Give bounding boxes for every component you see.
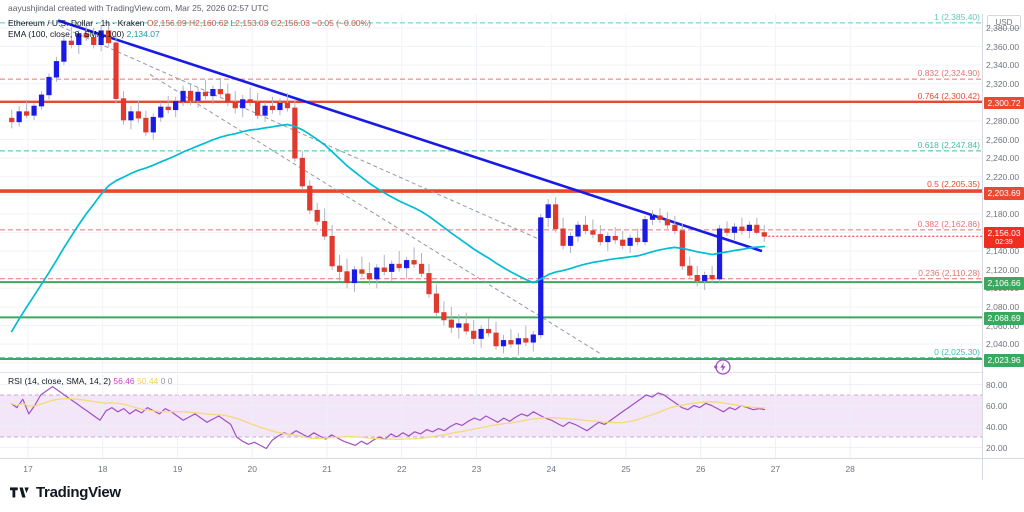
scale-corner (982, 458, 1024, 480)
price-tick-label: 2,040.00 (986, 339, 1020, 350)
time-tick-label: 28 (845, 464, 855, 474)
time-tick-label: 20 (247, 464, 257, 474)
resistance-price-badge: 2,203.69 (984, 186, 1024, 200)
badge-price: 2,156.03 (987, 228, 1021, 239)
rsi-tick-label: 20.00 (986, 442, 1008, 453)
pane-divider (0, 372, 982, 373)
rsi-tick-label: 60.00 (986, 400, 1008, 411)
price-pane[interactable]: Ethereum / U.S. Dollar · 1h · Kraken O2,… (0, 14, 982, 372)
time-tick-label: 18 (98, 464, 108, 474)
price-tick-label: 2,080.00 (986, 301, 1020, 312)
time-tick-label: 22 (396, 464, 407, 474)
currency-chip: USD (987, 15, 1021, 29)
badge-price: 2,068.69 (987, 313, 1021, 324)
time-scale[interactable]: 17 18 19 20 21 22 23 24 25 26 27 28 (0, 458, 982, 480)
time-tick-label: 23 (471, 464, 482, 474)
price-tick-label: 2,180.00 (986, 208, 1020, 219)
tradingview-logo-icon (10, 486, 29, 497)
badge-price: 2,106.66 (987, 278, 1021, 289)
time-tick-label: 27 (770, 464, 781, 474)
resistance-price-badge: 2,300.72 (984, 96, 1024, 110)
badge-price: 2,300.72 (987, 97, 1021, 108)
time-tick-label: 24 (546, 464, 556, 474)
support-price-badge: 2,068.69 (984, 312, 1024, 326)
rsi-tick-label: 40.00 (986, 421, 1008, 432)
price-tick-label: 2,060.00 (986, 320, 1020, 331)
price-tick-label: 2,220.00 (986, 171, 1020, 182)
time-tick-label: 19 (172, 464, 183, 474)
price-tick-label: 2,340.00 (986, 60, 1020, 71)
badge-price: 2,203.69 (987, 187, 1021, 198)
support-price-badge: 2,106.66 (984, 277, 1024, 290)
chart-area[interactable]: Ethereum / U.S. Dollar · 1h · Kraken O2,… (0, 14, 982, 458)
time-tick-label: 21 (322, 464, 332, 474)
time-tick-label: 25 (621, 464, 631, 474)
price-tick-label: 2,240.00 (986, 153, 1020, 164)
badge-price: 2,023.96 (987, 355, 1021, 366)
tradingview-wordmark: TradingView (36, 484, 121, 501)
price-tick-label: 2,360.00 (986, 41, 1020, 52)
price-tick-label: 2,280.00 (986, 115, 1020, 126)
price-tick-label: 2,380.00 (986, 22, 1020, 33)
price-tick-label: 2,320.00 (986, 78, 1020, 89)
rsi-chart-svg (0, 374, 982, 458)
price-tick-label: 2,120.00 (986, 264, 1020, 275)
last-price-badge: 2,156.03 02:39 (984, 227, 1024, 248)
price-chart-svg (0, 14, 982, 372)
rsi-tick-label: 80.00 (986, 379, 1008, 390)
footer-branding: TradingView (10, 484, 121, 501)
price-tick-label: 2,260.00 (986, 134, 1020, 145)
badge-time: 02:39 (995, 238, 1013, 246)
time-tick-label: 17 (23, 464, 33, 474)
support-price-badge: 2,023.96 (984, 354, 1024, 367)
time-tick-label: 26 (695, 464, 706, 474)
attribution-watermark: aayushjindal created with TradingView.co… (8, 3, 269, 13)
rsi-pane[interactable]: RSI (14, close, SMA, 14, 2) 56.46 50.44 … (0, 374, 982, 458)
price-tick-label: 2,140.00 (986, 246, 1020, 257)
price-scale[interactable]: USD 2,380.00 2,360.00 2,340.00 2,320.00 2,28… (982, 14, 1024, 458)
